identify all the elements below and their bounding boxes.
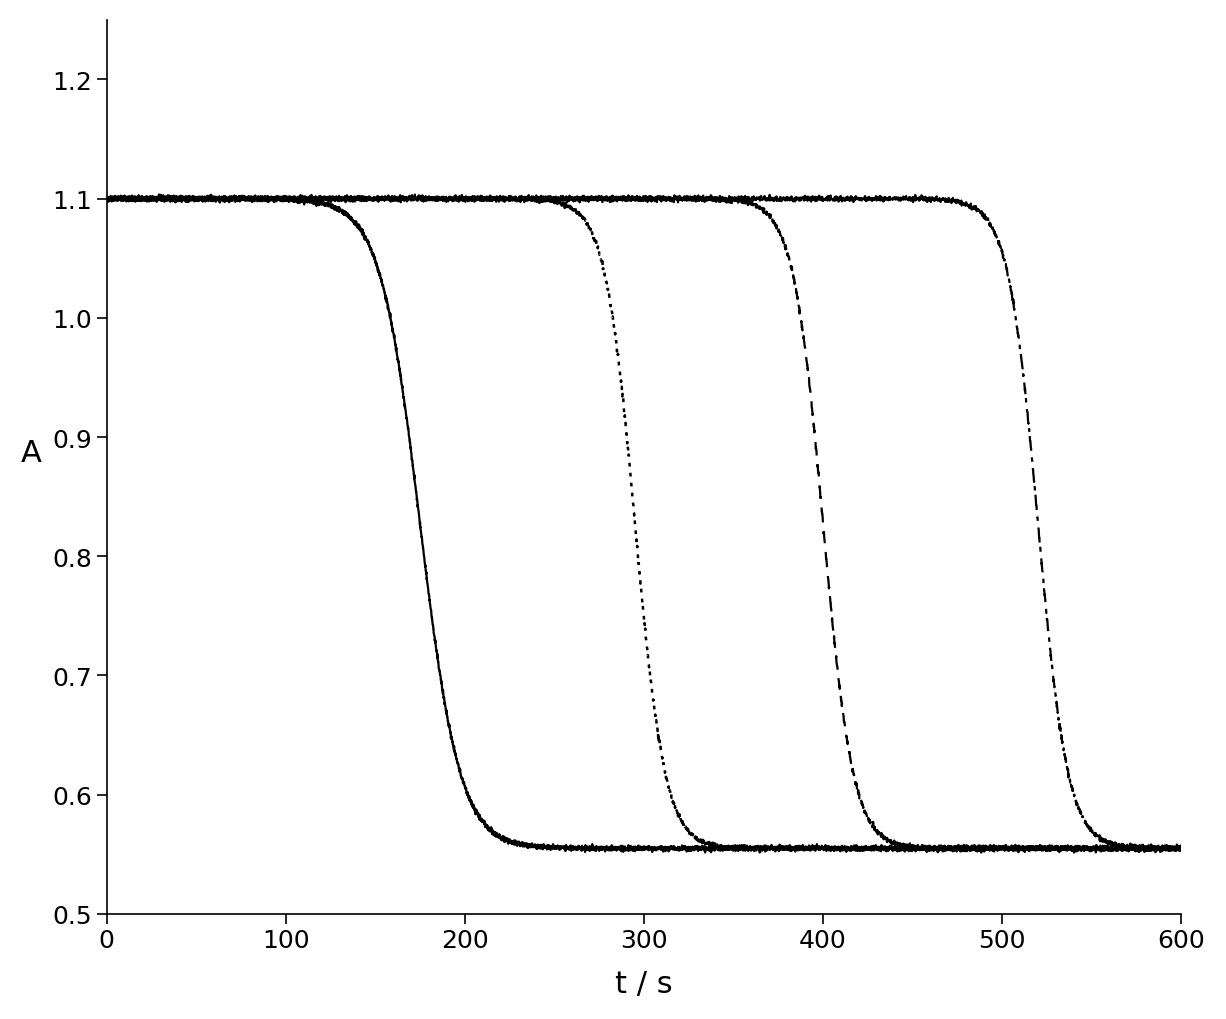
- X-axis label: t / s: t / s: [615, 969, 673, 999]
- Y-axis label: A: A: [21, 438, 42, 468]
